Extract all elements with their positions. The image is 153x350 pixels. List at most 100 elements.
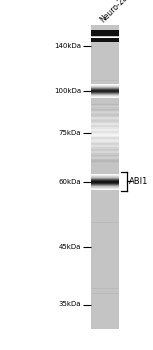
- Text: 35kDa: 35kDa: [59, 301, 81, 308]
- Bar: [91, 143, 119, 144]
- Bar: [91, 118, 119, 119]
- Bar: [91, 145, 119, 146]
- Bar: [91, 288, 119, 294]
- Bar: [91, 258, 119, 263]
- Bar: [91, 90, 119, 91]
- Text: ABI1: ABI1: [129, 177, 149, 186]
- Bar: [91, 136, 119, 141]
- Bar: [91, 136, 119, 137]
- Bar: [91, 207, 119, 212]
- Bar: [91, 233, 119, 238]
- Bar: [91, 146, 119, 147]
- Bar: [91, 176, 119, 177]
- Bar: [91, 89, 119, 90]
- Bar: [91, 126, 119, 127]
- Bar: [91, 137, 119, 138]
- Bar: [91, 112, 119, 113]
- Bar: [91, 86, 119, 91]
- Bar: [91, 70, 119, 75]
- Bar: [91, 45, 119, 50]
- Bar: [91, 157, 119, 158]
- Bar: [91, 172, 119, 177]
- Bar: [91, 154, 119, 156]
- Bar: [91, 174, 119, 175]
- Bar: [91, 324, 119, 329]
- Bar: [91, 125, 119, 126]
- Bar: [91, 25, 119, 30]
- Text: 60kDa: 60kDa: [58, 179, 81, 185]
- Bar: [91, 167, 119, 172]
- Bar: [91, 85, 119, 86]
- Bar: [91, 223, 119, 228]
- Bar: [91, 111, 119, 116]
- Bar: [91, 93, 119, 94]
- Bar: [91, 38, 119, 42]
- Bar: [91, 133, 119, 134]
- Bar: [91, 30, 119, 329]
- Bar: [91, 96, 119, 101]
- Bar: [91, 187, 119, 188]
- Bar: [91, 162, 119, 167]
- Bar: [91, 217, 119, 223]
- Bar: [91, 111, 119, 112]
- Bar: [91, 40, 119, 45]
- Bar: [91, 197, 119, 202]
- Bar: [91, 263, 119, 268]
- Bar: [91, 177, 119, 178]
- Bar: [91, 160, 119, 162]
- Bar: [91, 121, 119, 123]
- Bar: [91, 185, 119, 186]
- Bar: [91, 141, 119, 143]
- Bar: [91, 130, 119, 131]
- Bar: [91, 50, 119, 55]
- Bar: [91, 95, 119, 96]
- Bar: [91, 294, 119, 299]
- Bar: [91, 153, 119, 154]
- Bar: [91, 106, 119, 111]
- Text: 45kDa: 45kDa: [59, 244, 81, 250]
- Bar: [91, 139, 119, 140]
- Bar: [91, 243, 119, 248]
- Bar: [91, 187, 119, 192]
- Bar: [91, 127, 119, 128]
- Bar: [91, 80, 119, 85]
- Bar: [91, 151, 119, 152]
- Bar: [91, 202, 119, 207]
- Text: Neuro-2a: Neuro-2a: [98, 0, 130, 25]
- Bar: [91, 178, 119, 179]
- Bar: [91, 253, 119, 258]
- Bar: [91, 113, 119, 114]
- Bar: [91, 180, 119, 181]
- Bar: [91, 319, 119, 324]
- Bar: [91, 30, 119, 35]
- Bar: [91, 107, 119, 108]
- Bar: [91, 126, 119, 131]
- Bar: [91, 284, 119, 288]
- Text: 140kDa: 140kDa: [54, 42, 81, 49]
- Bar: [91, 97, 119, 98]
- Bar: [91, 108, 119, 110]
- Bar: [91, 175, 119, 176]
- Bar: [91, 140, 119, 141]
- Bar: [91, 128, 119, 130]
- Bar: [91, 188, 119, 189]
- Bar: [91, 189, 119, 190]
- Text: 75kDa: 75kDa: [59, 130, 81, 136]
- Bar: [91, 91, 119, 96]
- Bar: [91, 105, 119, 106]
- Bar: [91, 60, 119, 65]
- Bar: [91, 35, 119, 40]
- Bar: [91, 131, 119, 136]
- Bar: [91, 159, 119, 160]
- Bar: [91, 132, 119, 133]
- Bar: [91, 124, 119, 125]
- Bar: [91, 179, 119, 180]
- Bar: [91, 238, 119, 243]
- Bar: [91, 114, 119, 116]
- Bar: [91, 192, 119, 197]
- Bar: [91, 182, 119, 183]
- Bar: [91, 228, 119, 233]
- Bar: [91, 182, 119, 187]
- Bar: [91, 94, 119, 95]
- Bar: [91, 248, 119, 253]
